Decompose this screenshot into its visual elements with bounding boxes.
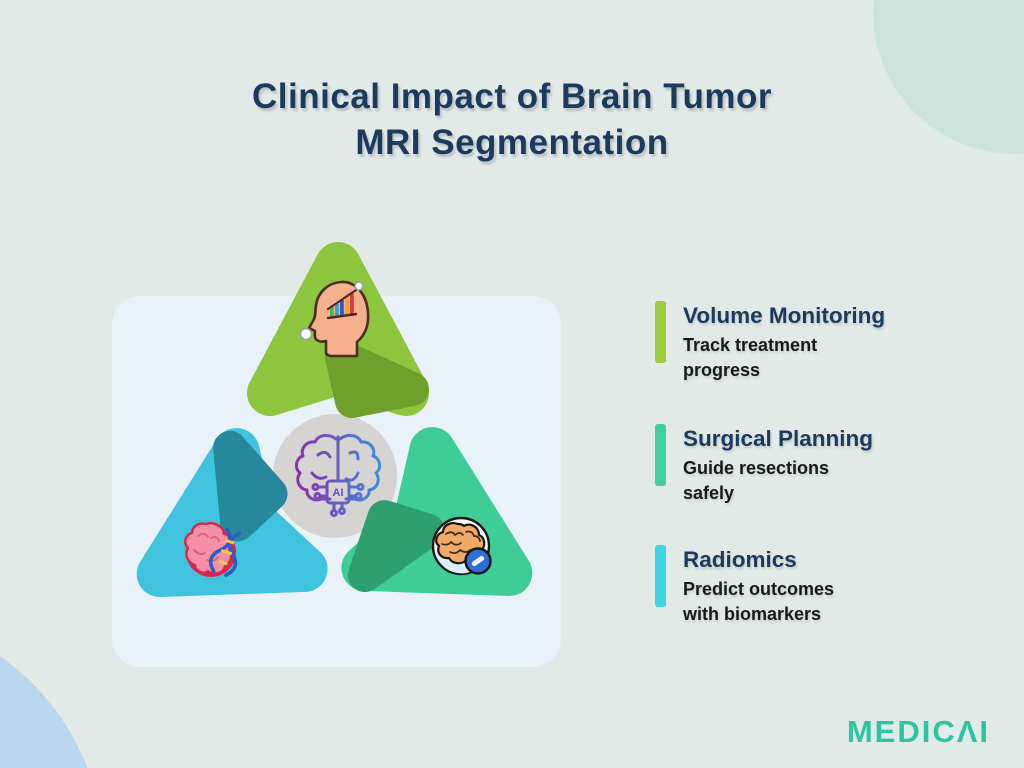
benefit-title: Volume Monitoring xyxy=(683,303,886,328)
benefit-title: Surgical Planning xyxy=(683,426,874,451)
benefit-accent-bar xyxy=(655,424,666,486)
ai-chip-label: AI xyxy=(333,487,344,499)
ai-brain-chip-icon: AI xyxy=(294,433,382,517)
benefit-description: Predict outcomes with biomarkers xyxy=(683,579,835,624)
benefit-accent-bar xyxy=(655,545,666,607)
decor-circle-top-right xyxy=(873,0,1024,154)
medicai-logo: MEDICΛI xyxy=(846,714,990,749)
benefit-accent-bar xyxy=(655,301,666,363)
page-title: Clinical Impact of Brain Tumor MRI Segme… xyxy=(252,77,772,162)
triangle-right-fold xyxy=(347,500,445,593)
triangle-top-fold xyxy=(325,340,429,418)
triangle-left-fold xyxy=(213,430,288,542)
head-analytics-icon xyxy=(299,280,370,358)
benefit-title: Radiomics xyxy=(683,547,797,572)
brain-dna-icon xyxy=(184,522,242,577)
benefit-description: Guide resections safely xyxy=(683,458,830,503)
brain-medicine-icon xyxy=(431,516,492,576)
benefit-item-surgical-planning: Surgical Planning Guide resections safel… xyxy=(655,424,873,505)
benefit-description: Track treatment progress xyxy=(683,335,818,380)
benefit-item-volume-monitoring: Volume Monitoring Track treatment progre… xyxy=(655,301,885,382)
benefit-item-radiomics: Radiomics Predict outcomes with biomarke… xyxy=(655,545,834,626)
decor-circle-bottom-left xyxy=(0,656,88,768)
